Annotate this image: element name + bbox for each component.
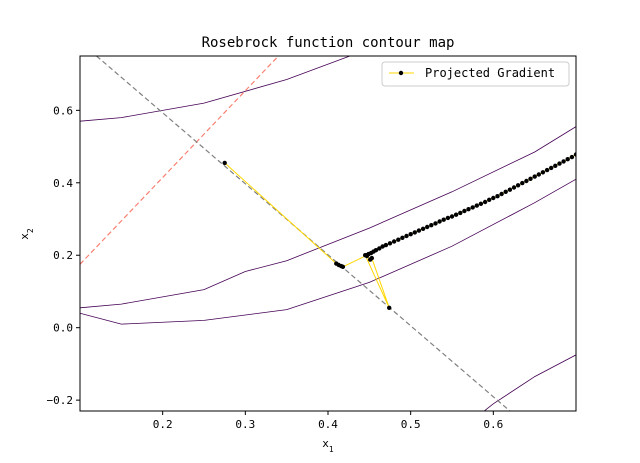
data-point xyxy=(449,214,455,219)
data-point xyxy=(561,159,566,164)
data-point xyxy=(540,170,546,175)
plot-area xyxy=(80,56,576,411)
data-point xyxy=(377,246,382,251)
x-tick-label: 0.4 xyxy=(318,418,338,431)
data-point xyxy=(495,194,500,199)
x-axis-label: x1 xyxy=(322,437,334,454)
data-point xyxy=(462,208,467,214)
plot-frame xyxy=(79,55,577,412)
data-point xyxy=(515,183,521,188)
data-point xyxy=(524,178,529,184)
data-point xyxy=(507,187,513,192)
data-point xyxy=(441,217,446,222)
data-point xyxy=(544,167,550,173)
legend: Projected Gradient xyxy=(381,61,570,87)
data-point xyxy=(340,264,346,269)
data-point xyxy=(474,203,479,208)
data-point xyxy=(482,199,488,205)
data-point xyxy=(445,215,451,221)
x-tick-label: 0.6 xyxy=(483,418,503,431)
data-point xyxy=(391,239,397,244)
data-point xyxy=(549,165,554,171)
data-point xyxy=(412,230,417,235)
data-point xyxy=(532,174,537,179)
legend-box xyxy=(381,61,570,87)
data-point xyxy=(565,157,570,162)
y-tick-label: −0.2 xyxy=(47,394,74,407)
data-point xyxy=(222,160,227,166)
legend-label: Projected Gradient xyxy=(425,66,555,80)
legend-marker-sample xyxy=(398,70,404,76)
data-point xyxy=(396,237,401,242)
data-point xyxy=(387,305,392,310)
contour-line-1 xyxy=(80,56,352,122)
data-point xyxy=(383,242,389,248)
y-tick-label: 0.6 xyxy=(53,104,73,117)
data-point xyxy=(416,228,422,233)
data-point xyxy=(573,152,576,157)
tangent-dashed-line xyxy=(80,56,279,265)
data-point xyxy=(453,212,459,217)
data-point xyxy=(425,224,430,230)
data-point xyxy=(511,185,517,190)
data-point xyxy=(528,176,533,181)
contour-line-3 xyxy=(80,178,576,325)
data-point xyxy=(369,255,374,261)
x-tick-label: 0.3 xyxy=(235,418,255,431)
data-point xyxy=(536,172,541,177)
y-tick-label: 0.2 xyxy=(53,249,73,262)
data-point xyxy=(400,235,405,240)
y-axis-label: x2 xyxy=(18,228,35,240)
data-point xyxy=(408,232,413,237)
y-tick-label: 0.4 xyxy=(53,177,73,190)
data-point xyxy=(520,180,525,186)
data-point xyxy=(499,191,504,197)
data-point xyxy=(404,233,409,239)
data-point xyxy=(503,189,508,194)
data-point xyxy=(429,223,434,228)
data-point xyxy=(380,244,385,249)
x-tick-label: 0.2 xyxy=(153,418,173,431)
data-point xyxy=(433,221,438,226)
data-point xyxy=(387,241,393,246)
contour-line-4 xyxy=(483,354,576,411)
chart-title: Rosebrock function contour map xyxy=(202,35,455,51)
x-axis: 0.2 0.3 0.4 0.5 0.6 xyxy=(153,411,503,431)
y-axis: −0.2 0.0 0.2 0.4 0.6 xyxy=(47,104,80,407)
data-point xyxy=(487,197,492,202)
data-point xyxy=(478,201,484,206)
data-point xyxy=(470,205,475,210)
data-point xyxy=(491,195,496,201)
data-point xyxy=(420,226,426,231)
data-point xyxy=(553,163,558,168)
data-point xyxy=(373,248,379,253)
series-line-projected-gradient xyxy=(224,154,576,309)
y-tick-label: 0.0 xyxy=(53,322,73,335)
data-point xyxy=(458,210,463,216)
x-tick-label: 0.5 xyxy=(401,418,421,431)
contour-line-2 xyxy=(80,126,576,309)
data-point xyxy=(569,154,575,160)
data-point xyxy=(557,161,562,166)
data-point xyxy=(466,207,471,212)
data-point xyxy=(437,219,442,224)
